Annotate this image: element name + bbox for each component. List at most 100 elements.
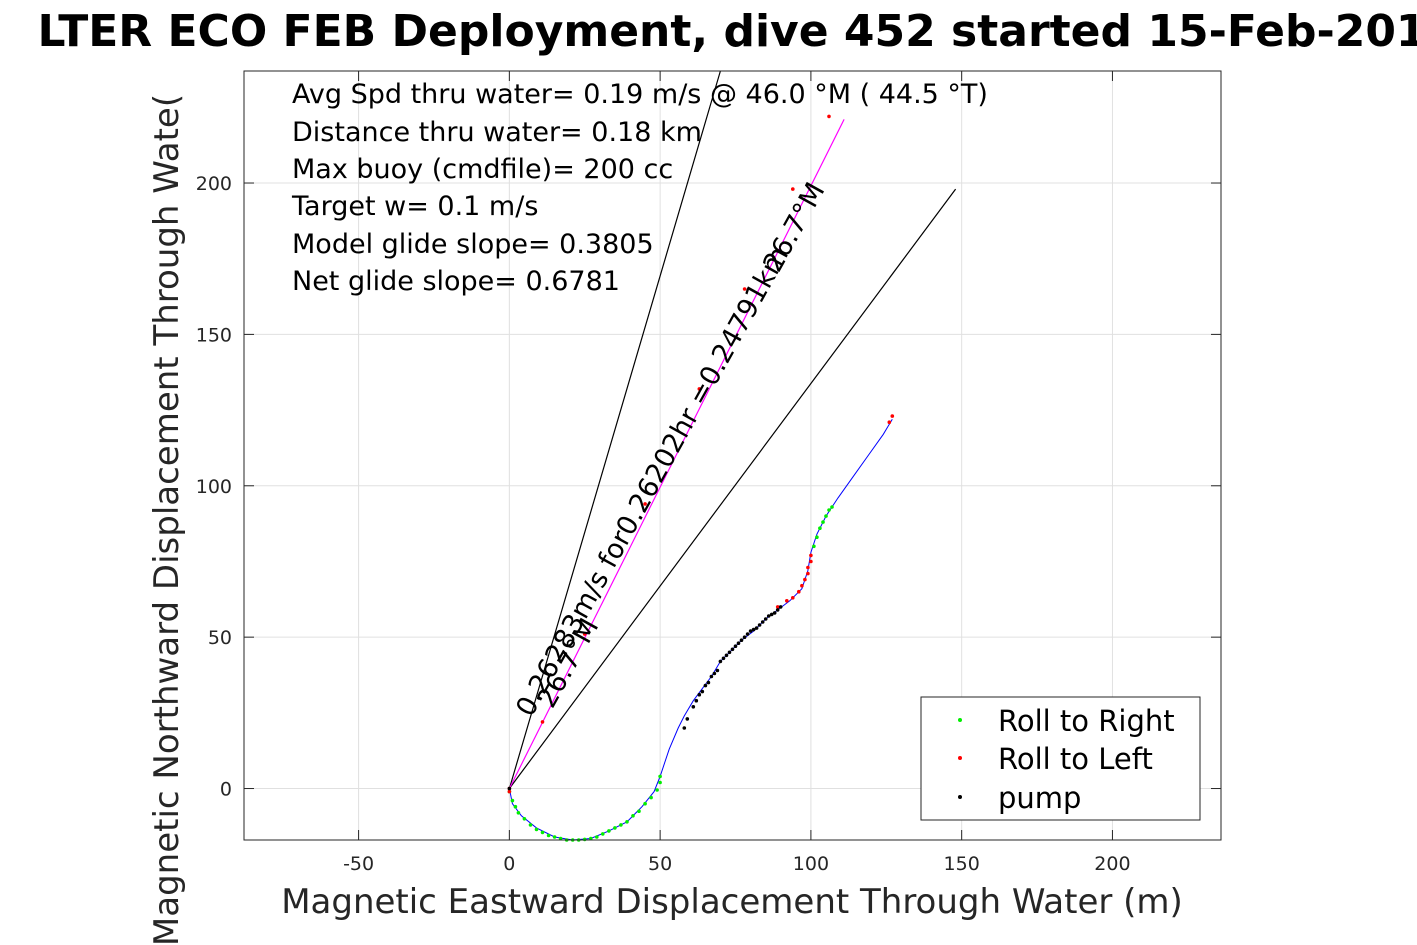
chart-title: LTER ECO FEB Deployment, dive 452 starte… xyxy=(37,6,1417,57)
pump-point xyxy=(763,617,768,621)
roll-to-left-point xyxy=(806,565,810,570)
pump-point xyxy=(757,623,762,627)
pump-point xyxy=(682,726,687,730)
pump-point xyxy=(721,656,726,661)
roll-to-right-point xyxy=(534,827,539,832)
axes-frame xyxy=(243,70,1222,841)
pump-point xyxy=(736,641,741,645)
roll-to-left-point xyxy=(540,720,545,724)
x-tick-label: 100 xyxy=(793,853,829,875)
y-tick-label: 200 xyxy=(196,173,232,195)
reference-line xyxy=(508,70,721,789)
pump-point xyxy=(745,632,750,636)
reference-lines xyxy=(508,70,957,789)
pump-point xyxy=(760,620,765,624)
roll-to-left-point xyxy=(806,571,810,576)
pump-point xyxy=(715,668,720,673)
legend-box xyxy=(920,696,1201,821)
roll-to-left-point xyxy=(797,589,801,594)
x-tick-label: 0 xyxy=(503,853,515,875)
pump-point xyxy=(754,626,759,630)
legend-marker-roll-left xyxy=(958,756,962,760)
x-tick-label: 200 xyxy=(1094,853,1130,875)
roll-to-right-point xyxy=(589,836,593,841)
roll-to-right-point xyxy=(595,835,599,839)
stats-line: Max buoy (cmdfile)= 200 cc xyxy=(292,154,673,185)
roll-to-left-point xyxy=(800,583,804,588)
pump-point xyxy=(507,786,512,791)
roll-to-right-point xyxy=(516,811,521,815)
y-tick-label: 100 xyxy=(196,476,232,498)
roll-to-right-point xyxy=(827,508,831,512)
pump-point xyxy=(772,611,777,615)
stats-line: Net glide slope= 0.6781 xyxy=(292,266,620,297)
roll-to-right-point xyxy=(613,826,617,830)
roll-to-right-point xyxy=(510,798,515,803)
pump-point xyxy=(775,608,780,612)
roll-to-right-point xyxy=(601,832,605,836)
pump-point xyxy=(724,653,729,658)
roll-to-right-point xyxy=(552,835,557,839)
pump-point xyxy=(766,614,771,618)
reference-line xyxy=(508,119,845,789)
axis-ticks: -50 0 50 100 150 200 0 50 100 150 200 xyxy=(196,71,1221,875)
y-tick-label: 0 xyxy=(220,779,232,801)
roll-to-right-point xyxy=(607,829,611,833)
roll-to-right-point xyxy=(625,820,629,824)
pump-point xyxy=(703,683,708,688)
roll-to-right-point xyxy=(643,801,647,806)
roll-to-left-point xyxy=(887,420,892,425)
stats-block: Avg Spd thru water= 0.19 m/s @ 46.0 °M (… xyxy=(291,79,988,297)
roll-to-right-point xyxy=(821,520,825,524)
roll-to-right-point xyxy=(655,788,659,792)
x-tick-label: 50 xyxy=(648,853,672,875)
roll-to-right-point xyxy=(546,833,551,838)
y-tick-label: 50 xyxy=(208,627,232,649)
stats-line: Model glide slope= 0.3805 xyxy=(292,229,654,260)
roll-to-right-point xyxy=(649,795,653,800)
legend-marker-pump xyxy=(958,795,962,799)
legend-label-roll-right: Roll to Right xyxy=(998,704,1175,738)
x-axis-label: Magnetic Eastward Displacement Through W… xyxy=(281,882,1183,922)
roll-to-left-point xyxy=(742,287,747,291)
legend-marker-roll-right xyxy=(958,718,962,722)
roll-to-right-point xyxy=(824,514,828,518)
pump-point xyxy=(712,671,717,676)
roll-to-right-point xyxy=(513,804,518,809)
roll-to-right-point xyxy=(540,830,545,835)
pump-point xyxy=(706,680,711,685)
pump-point xyxy=(709,674,714,679)
legend: Roll to Right Roll to Left pump xyxy=(920,696,1201,821)
roll-to-left-point xyxy=(775,605,780,609)
roll-to-right-point xyxy=(528,823,533,827)
pump-point xyxy=(697,692,702,697)
roll-to-right-point xyxy=(830,505,834,509)
roll-to-left-point xyxy=(697,387,702,391)
pump-point xyxy=(718,659,723,664)
legend-label-pump: pump xyxy=(998,781,1081,815)
roll-to-left-point xyxy=(582,632,587,636)
y-tick-label: 150 xyxy=(196,324,232,346)
stats-line: Target w= 0.1 m/s xyxy=(291,191,538,222)
stats-line: Distance thru water= 0.18 km xyxy=(292,117,702,148)
pump-point xyxy=(769,612,774,617)
roll-to-right-point xyxy=(818,526,822,530)
pump-point xyxy=(748,629,753,633)
pump-point xyxy=(730,647,735,652)
x-tick-label: 150 xyxy=(944,853,980,875)
roll-to-left-point xyxy=(890,414,895,418)
roll-to-left-point xyxy=(791,596,795,600)
roll-to-left-point xyxy=(809,559,813,564)
roll-to-right-point xyxy=(812,544,816,549)
roll-to-left-point xyxy=(643,502,647,506)
pump-point xyxy=(700,689,705,694)
roll-to-left-point xyxy=(785,599,789,603)
roll-to-right-point xyxy=(658,774,662,779)
x-tick-label: -50 xyxy=(343,853,374,875)
roll-to-left-point xyxy=(803,577,807,582)
roll-to-left-point xyxy=(791,187,795,191)
pump-point xyxy=(685,717,690,721)
legend-label-roll-left: Roll to Left xyxy=(998,742,1153,776)
roll-to-right-point xyxy=(658,780,662,785)
